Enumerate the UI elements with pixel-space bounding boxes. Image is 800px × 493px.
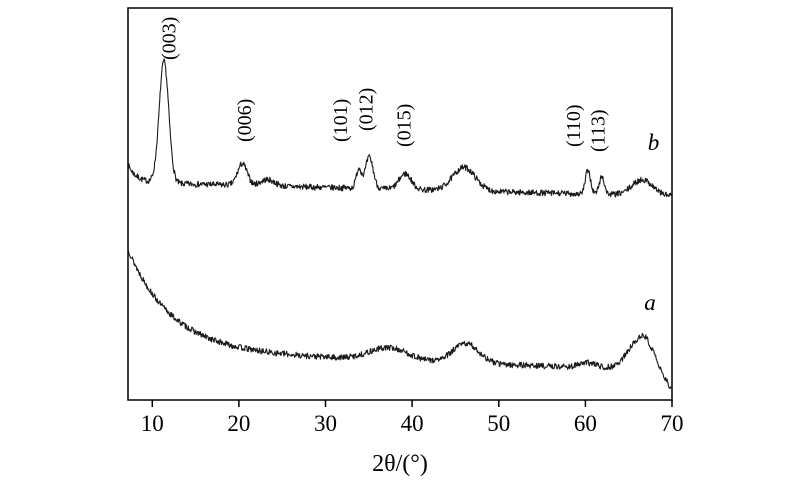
x-tick-label: 30 <box>314 411 337 436</box>
peak-label-110: (110) <box>563 104 585 147</box>
peak-labels: (003) (006) (101) (012) (015) (110) (113) <box>159 17 610 152</box>
peak-label-006: (006) <box>234 99 256 142</box>
peak-label-012: (012) <box>355 88 377 131</box>
x-axis-ticks: 10 20 30 40 50 60 70 <box>141 400 684 436</box>
x-tick-label: 60 <box>574 411 597 436</box>
peak-label-101: (101) <box>330 99 352 142</box>
series-label-b: b <box>648 130 660 155</box>
peak-label-113: (113) <box>588 109 610 152</box>
xrd-curve-b <box>127 58 673 198</box>
x-tick-label: 10 <box>141 411 164 436</box>
peak-label-015: (015) <box>394 104 416 147</box>
xrd-curve-a <box>127 248 673 389</box>
plot-border <box>127 7 673 401</box>
peak-label-003: (003) <box>159 17 181 60</box>
x-tick-label: 50 <box>487 411 510 436</box>
series-labels: ba <box>644 130 659 315</box>
x-tick-label: 70 <box>661 411 684 436</box>
series-label-a: a <box>644 290 656 315</box>
x-tick-label: 40 <box>401 411 424 436</box>
x-axis-title: 2θ/(°) <box>372 451 428 477</box>
curves <box>127 58 673 389</box>
x-tick-label: 20 <box>227 411 250 436</box>
